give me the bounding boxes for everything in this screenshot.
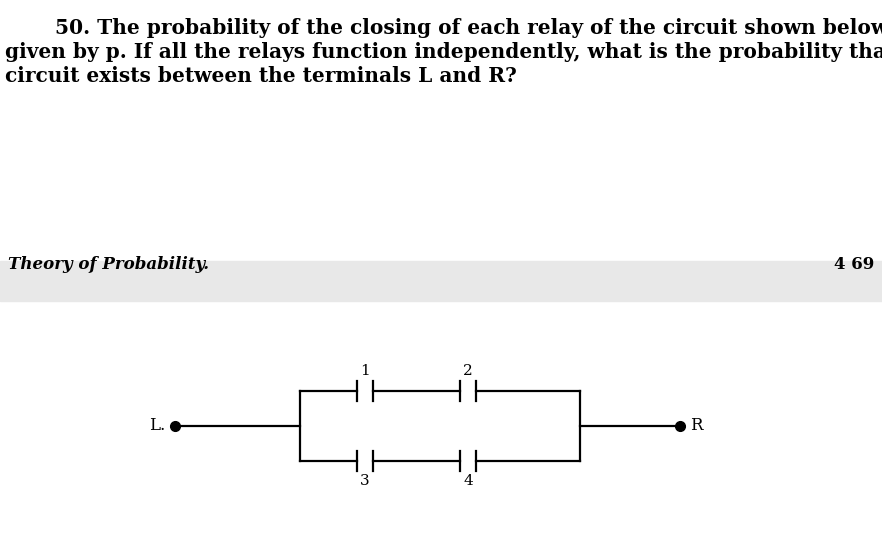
- Text: 2: 2: [463, 364, 473, 378]
- Text: Theory of Probability.: Theory of Probability.: [8, 256, 209, 273]
- Text: circuit exists between the terminals L and R?: circuit exists between the terminals L a…: [5, 66, 517, 86]
- Text: given by p. If all the relays function independently, what is the probability th: given by p. If all the relays function i…: [5, 42, 882, 62]
- Text: 4 69: 4 69: [833, 256, 874, 273]
- Text: R: R: [690, 418, 702, 434]
- Text: 4: 4: [463, 474, 473, 488]
- Bar: [0, 261, 882, 301]
- Text: 50. The probability of the closing of each relay of the circuit shown below is: 50. The probability of the closing of ea…: [55, 18, 882, 38]
- Text: 1: 1: [360, 364, 370, 378]
- Text: L.: L.: [149, 418, 165, 434]
- Text: 3: 3: [360, 474, 370, 488]
